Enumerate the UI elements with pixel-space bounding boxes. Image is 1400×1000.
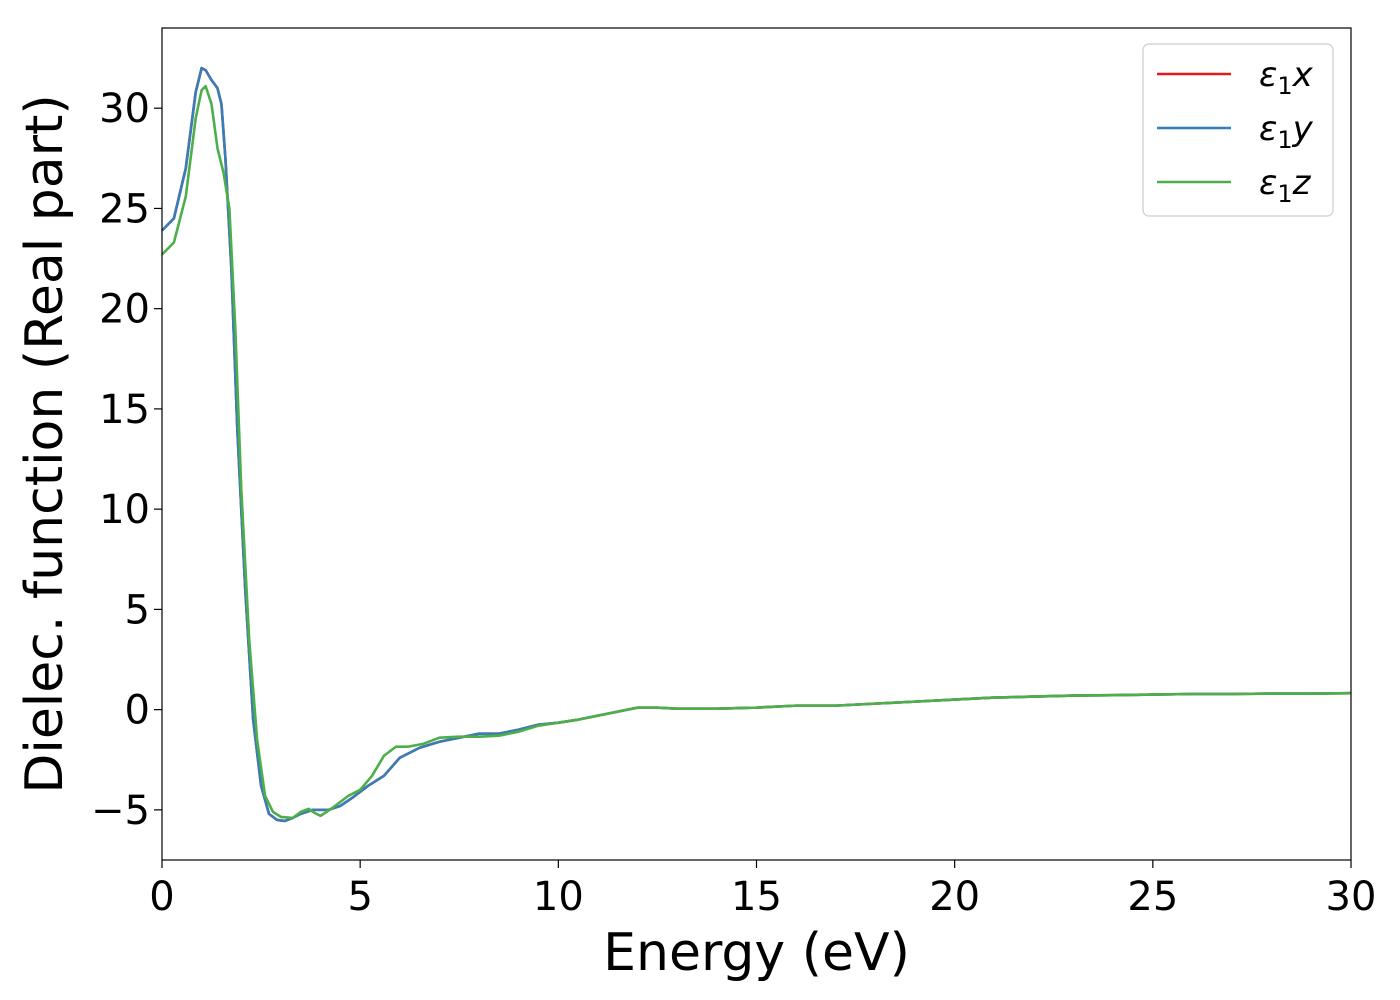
legend: ε1x ε1y ε1z [1142, 43, 1334, 217]
legend-box [1142, 43, 1334, 217]
x-tick-label: 20 [929, 874, 980, 920]
x-tick-label: 0 [149, 874, 174, 920]
y-tick-label: −5 [91, 788, 150, 834]
x-axis-label: Energy (eV) [603, 923, 910, 983]
x-tick-label: 10 [533, 874, 584, 920]
x-axis: 0 5 10 15 20 25 30 [149, 860, 1376, 920]
y-tick-label: 20 [99, 287, 150, 333]
legend-entry-x: ε1x [1259, 55, 1314, 100]
x-tick-label: 25 [1127, 874, 1178, 920]
y-tick-label: 15 [99, 387, 150, 433]
y-axis: −5 0 5 10 15 20 25 30 [91, 86, 162, 834]
series-layer [161, 66, 1352, 823]
y-axis-label: Dielec. function (Real part) [15, 94, 75, 793]
series-line-z [161, 84, 1352, 820]
y-tick-label: 0 [125, 688, 150, 734]
legend-entry-z: ε1z [1259, 163, 1312, 208]
x-tick-label: 15 [731, 874, 782, 920]
x-tick-label: 30 [1326, 874, 1377, 920]
legend-entry-y: ε1y [1259, 109, 1314, 154]
y-tick-label: 5 [125, 587, 150, 633]
y-tick-label: 10 [99, 487, 150, 533]
y-tick-label: 30 [99, 86, 150, 132]
x-tick-label: 5 [347, 874, 372, 920]
y-tick-label: 25 [99, 186, 150, 232]
